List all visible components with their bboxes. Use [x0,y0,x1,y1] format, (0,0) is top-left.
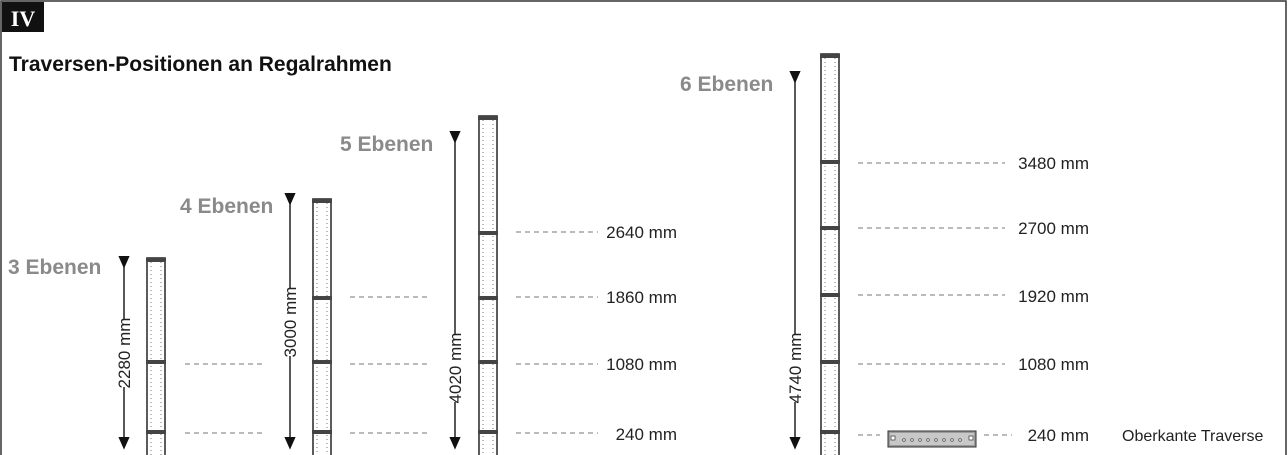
position-label: 1080 mm [606,355,677,374]
position-label: 240 mm [616,425,677,444]
position-label: 1860 mm [606,288,677,307]
position-label: 2700 mm [1018,219,1089,238]
rack-frame-4 [312,198,332,455]
position-label: 1920 mm [1018,287,1089,306]
rack-frame-5 [478,115,498,455]
section-badge-label: IV [11,6,36,31]
position-label: 2640 mm [606,223,677,242]
frame-height-3: 2280 mm [115,318,134,389]
traverse-beam [478,296,498,300]
traverse-beam [312,430,332,434]
traverse-beam [312,296,332,300]
traverse-beam [478,360,498,364]
position-label: 1080 mm [1018,355,1089,374]
guide-lines [185,162,1012,436]
traverse-beam [478,231,498,235]
traverse-beam [820,226,840,230]
frame-label-3: 3 Ebenen [8,256,101,279]
section-badge [2,2,44,32]
traverse-beam [478,430,498,434]
traverse-note: Oberkante Traverse [1122,428,1264,445]
frame-label-6: 6 Ebenen [680,73,773,96]
traverse-beam [820,360,840,364]
rack-frame-6 [820,53,840,455]
frame-height-4: 3000 mm [281,287,300,358]
frame-label-4: 4 Ebenen [180,195,273,218]
traverse-beam [312,360,332,364]
traverse-beam [820,293,840,297]
position-label: 240 mm [1028,426,1089,445]
traverse-beam [820,430,840,434]
traverse-illustration [887,430,977,448]
frame-label-5: 5 Ebenen [340,133,433,156]
position-label: 3480 mm [1018,154,1089,173]
frame-height-5: 4020 mm [446,333,465,404]
frame-height-6: 4740 mm [786,333,805,404]
rack-frame-3 [146,257,166,455]
diagram-title: Traversen-Positionen an Regalrahmen [9,53,392,76]
traverse-beam [146,430,166,434]
traverse-beam [146,360,166,364]
traverse-beam [820,160,840,164]
